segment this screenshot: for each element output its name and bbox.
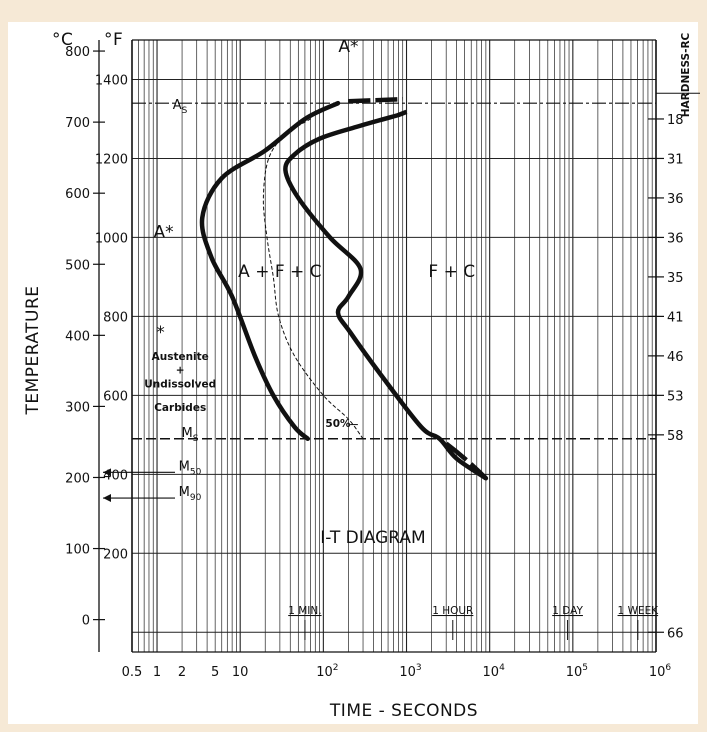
hardness-tick-label: 53 (667, 389, 684, 404)
hardness-axis-title: HARDNESS-RC (680, 32, 692, 117)
celsius-tick-label: 700 (65, 116, 90, 131)
celsius-tick-label: 300 (65, 400, 90, 415)
curve-end-top-extension (397, 109, 408, 118)
fahrenheit-tick-label: 1000 (95, 231, 128, 246)
x-tick-exponent: 2 (333, 663, 339, 673)
ref-label-sub: S (182, 106, 188, 116)
celsius-tick-label: 200 (65, 471, 90, 486)
hardness-tick-label: 35 (667, 271, 684, 286)
x-tick-exponent: 4 (499, 663, 505, 673)
hardness-tick-label: 58 (667, 429, 684, 444)
ref-label-sub: S (193, 434, 199, 444)
celsius-tick-label: 100 (65, 543, 90, 558)
tick-marks (93, 50, 664, 640)
time-mark-label: 1 MIN. (288, 605, 321, 617)
celsius-tick-label: 600 (65, 187, 90, 202)
region-label: A + F + C (238, 262, 321, 282)
plot-frame (98, 39, 700, 653)
hardness-tick-label: 36 (667, 231, 684, 246)
fahrenheit-unit-label: °F (104, 30, 123, 50)
grid-lines (131, 40, 656, 652)
hardness-tick-label: 46 (667, 350, 684, 365)
x-tick-label: 1 (153, 665, 161, 680)
fahrenheit-tick-label: 400 (103, 468, 128, 483)
x-tick-label: 2 (178, 665, 186, 680)
curve-start-extension (348, 96, 403, 104)
ref-label-sub: 50 (190, 467, 202, 477)
x-tick-label: 0.5 (122, 665, 143, 680)
annotation-text: * (156, 323, 165, 343)
time-mark-label: 1 DAY (552, 605, 583, 617)
region-label: F + C (428, 262, 475, 282)
celsius-tick-label: 400 (65, 329, 90, 344)
hardness-tick-label: 31 (667, 152, 684, 167)
x-tick-label: 5 (211, 665, 219, 680)
chart-background (8, 22, 698, 724)
hardness-tick-label: 41 (667, 310, 684, 325)
hardness-tick-label: 18 (667, 113, 684, 128)
curve-50% (262, 118, 364, 440)
chart-annotations: A* A* A + F + C F + C * Austenite +Undissolved… (144, 37, 475, 430)
fahrenheit-tick-label: 1200 (95, 152, 128, 167)
curve-end (283, 112, 489, 481)
hardness-tick-label: 36 (667, 192, 684, 207)
time-mark-label: 1 WEEK (618, 605, 660, 617)
curve-end-bottom-extension (444, 441, 488, 480)
fifty-percent-label: 50% (325, 418, 351, 430)
annotation-text: + (176, 365, 185, 377)
x-axis-title: TIME - SECONDS (329, 701, 478, 721)
transformation-curves (199, 96, 489, 481)
fahrenheit-tick-label: 200 (103, 547, 128, 562)
region-label: A* (154, 222, 174, 242)
annotation-text: Carbides (154, 402, 206, 414)
reference-lines (103, 102, 656, 503)
chart-title: I-T DIAGRAM (320, 528, 425, 548)
y-axis-title: TEMPERATURE (23, 285, 43, 415)
annotation-text: Undissolved (144, 378, 216, 390)
x-tick-exponent: 5 (582, 663, 588, 673)
annotation-text: Austenite (152, 351, 209, 363)
fahrenheit-tick-label: 800 (103, 310, 128, 325)
celsius-tick-label: 500 (65, 258, 90, 273)
hardness-tick-label: 66 (667, 626, 684, 641)
celsius-tick-label: 0 (82, 614, 90, 629)
fahrenheit-tick-label: 1400 (95, 73, 128, 88)
martensite-90-arrow (103, 494, 111, 503)
region-label: A* (338, 37, 358, 57)
x-tick-exponent: 6 (665, 663, 671, 673)
celsius-unit-label: °C (52, 30, 73, 50)
fahrenheit-tick-label: 600 (103, 389, 128, 404)
ref-label-sub: 90 (190, 493, 202, 503)
martensite-50-arrow (103, 468, 111, 477)
x-tick-exponent: 3 (416, 663, 422, 673)
celsius-tick-label: 800 (65, 45, 90, 60)
x-tick-label: 10 (232, 665, 249, 680)
time-mark-label: 1 HOUR (432, 605, 473, 617)
curve-start (199, 100, 341, 442)
